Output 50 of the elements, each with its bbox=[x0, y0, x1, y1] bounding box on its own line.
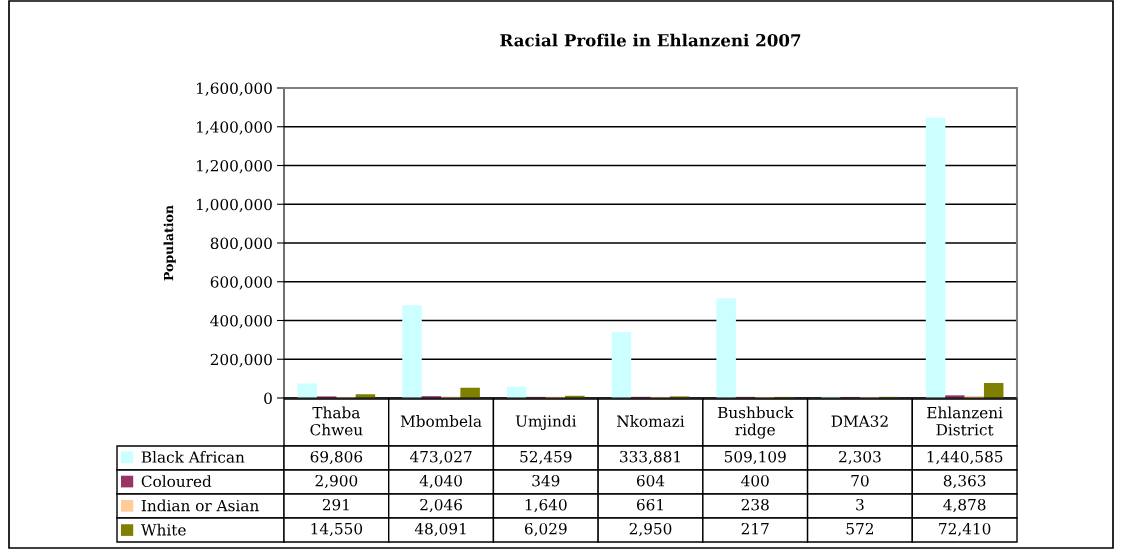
data-label: 3 bbox=[856, 498, 864, 511]
x-tick-label: Bushbuck ridge bbox=[717, 406, 794, 439]
data-label: 661 bbox=[636, 498, 663, 511]
data-label: 48,091 bbox=[414, 522, 466, 537]
data-label: 2,046 bbox=[420, 498, 462, 513]
data-label: 1,640 bbox=[525, 498, 567, 513]
x-tick-label: Umjindi bbox=[515, 415, 577, 430]
data-label: 572 bbox=[846, 522, 874, 535]
data-label: 2,900 bbox=[315, 474, 358, 489]
data-label: 2,950 bbox=[629, 522, 672, 537]
x-tick-label: DMA32 bbox=[831, 415, 888, 427]
x-tick-label: Thaba Chweu bbox=[310, 406, 363, 436]
data-label: 509,109 bbox=[724, 450, 786, 465]
data-label: 238 bbox=[741, 498, 769, 511]
data-label: 69,806 bbox=[310, 450, 363, 465]
data-label: 349 bbox=[532, 474, 560, 487]
legend-label: Coloured bbox=[141, 475, 212, 488]
y-tick-label: 1,000,000 bbox=[197, 198, 272, 213]
data-label: 52,459 bbox=[520, 450, 572, 465]
data-label: 217 bbox=[741, 522, 769, 535]
data-label: 400 bbox=[741, 474, 769, 487]
x-tick-label: Ehlanzeni District bbox=[927, 406, 1003, 436]
data-label: 8,363 bbox=[943, 474, 986, 489]
legend-label: Black African bbox=[141, 451, 245, 463]
x-tick-label: Nkomazi bbox=[617, 415, 685, 427]
data-label: 473,027 bbox=[409, 450, 472, 465]
data-label: 14,550 bbox=[311, 522, 363, 537]
legend-label: Indian or Asian bbox=[141, 499, 259, 512]
x-tick-label: Mbombela bbox=[400, 415, 482, 427]
data-label: 72,410 bbox=[939, 522, 991, 537]
data-label: 4,878 bbox=[943, 498, 986, 513]
chart-title: Racial Profile in Ehlanzeni 2007 bbox=[500, 33, 801, 47]
y-tick-label: 200,000 bbox=[210, 353, 272, 368]
data-label: 2,303 bbox=[839, 450, 881, 465]
y-tick-label: 600,000 bbox=[210, 276, 272, 290]
y-tick-label: 1,400,000 bbox=[197, 121, 272, 135]
y-axis-title: Population bbox=[163, 205, 176, 281]
y-tick-label: 1,200,000 bbox=[197, 159, 272, 174]
data-label: 4,040 bbox=[419, 474, 462, 489]
data-label: 604 bbox=[636, 474, 665, 487]
data-label: 1,440,585 bbox=[927, 450, 1003, 465]
legend-label: White bbox=[140, 523, 186, 536]
data-label: 291 bbox=[322, 498, 349, 511]
y-tick-label: 0 bbox=[264, 392, 272, 405]
y-tick-label: 1,600,000 bbox=[197, 82, 272, 96]
y-tick-label: 400,000 bbox=[210, 314, 272, 329]
data-label: 70 bbox=[851, 474, 869, 487]
data-label: 6,029 bbox=[524, 522, 567, 537]
y-tick-label: 800,000 bbox=[210, 237, 272, 251]
data-label: 333,881 bbox=[620, 450, 680, 465]
